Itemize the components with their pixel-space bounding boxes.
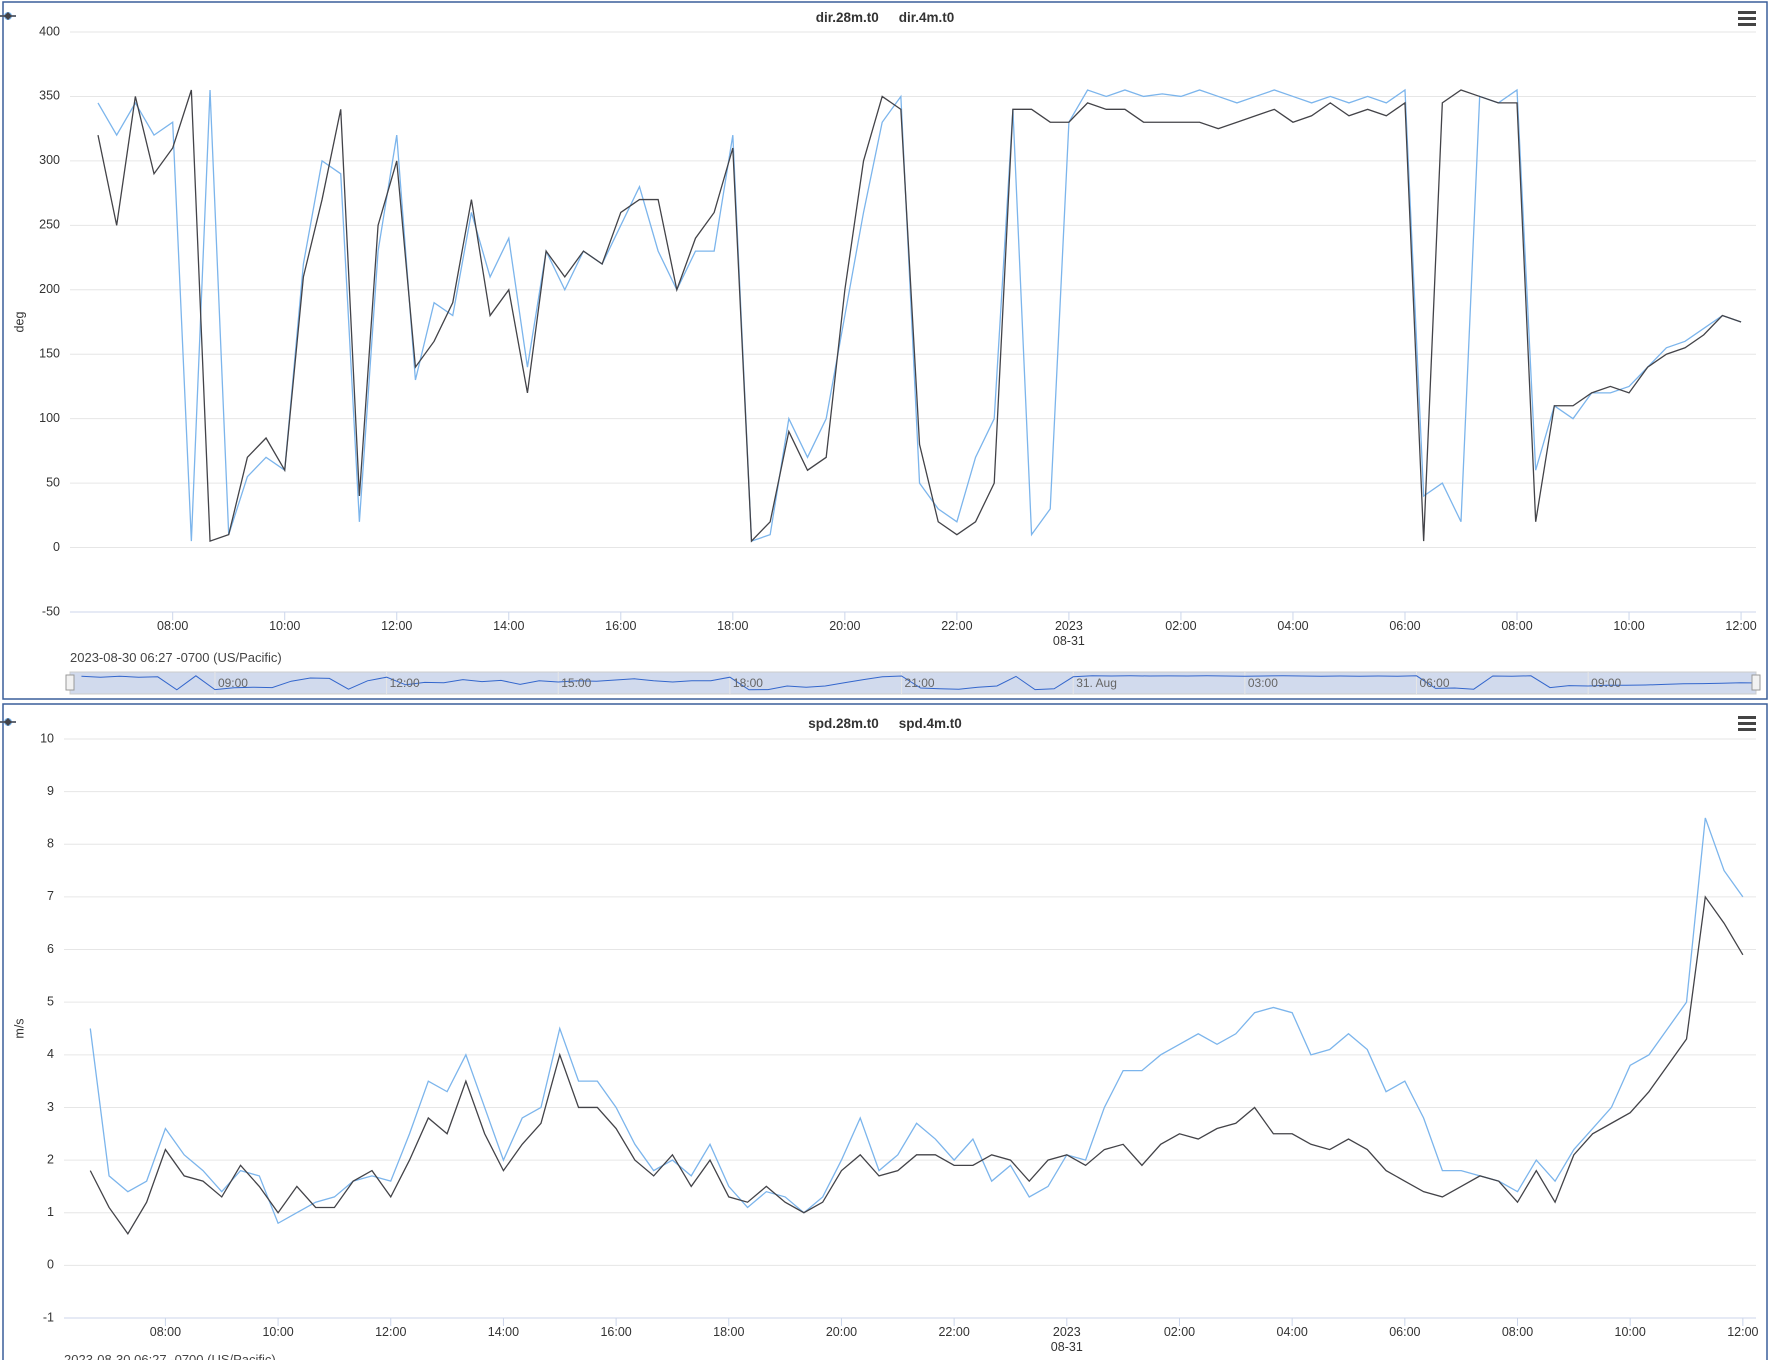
y-tick-label: 100	[39, 411, 60, 425]
x-tick-label: 08:00	[1501, 619, 1533, 633]
x-tick-label: 10:00	[262, 1325, 294, 1339]
series-line	[97, 88, 1742, 543]
y-tick-label: 8	[47, 837, 54, 851]
x-tick-label: 08:00	[149, 1325, 182, 1339]
y-tick-label: 3	[47, 1100, 54, 1114]
panel-border	[2, 1, 1768, 700]
y-tick-label: 0	[53, 540, 60, 554]
navigator-tick-label: 09:00	[1591, 676, 1622, 690]
navigator-tick-label: 12:00	[389, 676, 420, 690]
y-tick-label: -50	[42, 604, 60, 618]
x-tick-label: 18:00	[717, 619, 749, 633]
x-tick-label: 12:00	[375, 1325, 407, 1339]
navigator-handle	[1751, 674, 1761, 691]
series-line	[97, 89, 1742, 543]
y-axis-title: deg	[12, 312, 26, 333]
subtitle: 2023-08-30 06:27 -0700 (US/Pacific)	[70, 650, 282, 665]
x-tick-label: 22:00	[941, 619, 973, 633]
x-tick-label: 12:00	[381, 619, 413, 633]
x-tick-label: 14:00	[493, 619, 525, 633]
x-tick-label: 22:00	[938, 1325, 970, 1339]
legend-label: spd.4m.t0	[898, 716, 962, 731]
x-tick-label: 16:00	[605, 619, 637, 633]
y-tick-label: 50	[46, 475, 60, 489]
x-tick-label: 04:00	[1277, 619, 1309, 633]
x-tick-label: 10:00	[1614, 1325, 1646, 1339]
y-tick-label: -1	[43, 1310, 54, 1324]
y-tick-label: 350	[39, 89, 60, 103]
x-tick-label: 10:00	[1613, 619, 1645, 633]
legend-item: spd.28m.t0	[0, 716, 879, 731]
y-tick-label: 4	[47, 1047, 54, 1061]
x-tick-label: 12:00	[1727, 1325, 1759, 1339]
y-tick-label: 9	[47, 784, 54, 798]
x-tick-label: 08:00	[1501, 1325, 1534, 1339]
legend-item: dir.4m.t0	[0, 10, 955, 25]
y-tick-label: 5	[47, 994, 54, 1008]
y-axis-title: m/s	[12, 1018, 26, 1038]
x-tick-label: 12:00	[1725, 619, 1757, 633]
legend-label: dir.4m.t0	[898, 10, 955, 25]
x-tick-label: 02:00	[1165, 619, 1197, 633]
x-tick-label: 20:00	[825, 1325, 858, 1339]
x-tick-label: 04:00	[1276, 1325, 1308, 1339]
x-tick-label: 06:00	[1389, 1325, 1421, 1339]
navigator-tick-label: 09:00	[217, 676, 248, 690]
y-tick-label: 300	[39, 153, 60, 167]
navigator-tick-label: 31. Aug	[1076, 676, 1117, 690]
panel-border	[2, 703, 1768, 1360]
y-tick-label: 0	[47, 1258, 54, 1272]
x-tick-label: 14:00	[487, 1325, 520, 1339]
legend-label: dir.28m.t0	[815, 10, 879, 25]
legend-label: spd.28m.t0	[808, 716, 879, 731]
x-tick-label: 10:00	[269, 619, 301, 633]
legend-marker	[0, 718, 16, 726]
y-tick-label: 2	[47, 1152, 54, 1166]
navigator-tick-label: 18:00	[732, 676, 763, 690]
y-tick-label: 7	[47, 889, 54, 903]
navigator-handle	[65, 674, 75, 691]
y-tick-label: 400	[39, 24, 60, 38]
y-tick-label: 200	[39, 282, 60, 296]
x-tick-label: 2023 08-31	[1050, 1325, 1083, 1354]
x-tick-label: 2023 08-31	[1052, 619, 1085, 648]
y-tick-label: 10	[40, 731, 54, 745]
navigator-tick-label: 21:00	[904, 676, 935, 690]
navigator-series	[81, 675, 1760, 691]
x-tick-label: 20:00	[829, 619, 861, 633]
menu-button[interactable]	[1737, 10, 1757, 26]
y-tick-label: 250	[39, 218, 60, 232]
x-tick-label: 02:00	[1163, 1325, 1196, 1339]
legend-item: dir.28m.t0	[0, 10, 879, 25]
navigator-tick-label: 15:00	[561, 676, 592, 690]
legend-item: spd.4m.t0	[0, 716, 962, 731]
y-tick-label: 150	[39, 347, 60, 361]
menu-button[interactable]	[1737, 715, 1757, 731]
y-tick-label: 1	[47, 1205, 54, 1219]
y-tick-label: 6	[47, 942, 54, 956]
subtitle: 2023-08-30 06:27 -0700 (US/Pacific)	[64, 1352, 276, 1360]
series-line	[89, 895, 1744, 1235]
x-tick-label: 06:00	[1389, 619, 1421, 633]
navigator-tick-label: 03:00	[1247, 676, 1278, 690]
x-tick-label: 18:00	[713, 1325, 745, 1339]
legend: spd.28m.t0 spd.4m.t0	[0, 716, 1770, 731]
x-tick-label: 16:00	[600, 1325, 632, 1339]
navigator-tick-label: 06:00	[1419, 676, 1450, 690]
x-tick-label: 08:00	[157, 619, 189, 633]
legend: dir.28m.t0 dir.4m.t0	[0, 10, 1770, 25]
series-line	[89, 817, 1744, 1225]
legend-marker	[0, 12, 16, 20]
